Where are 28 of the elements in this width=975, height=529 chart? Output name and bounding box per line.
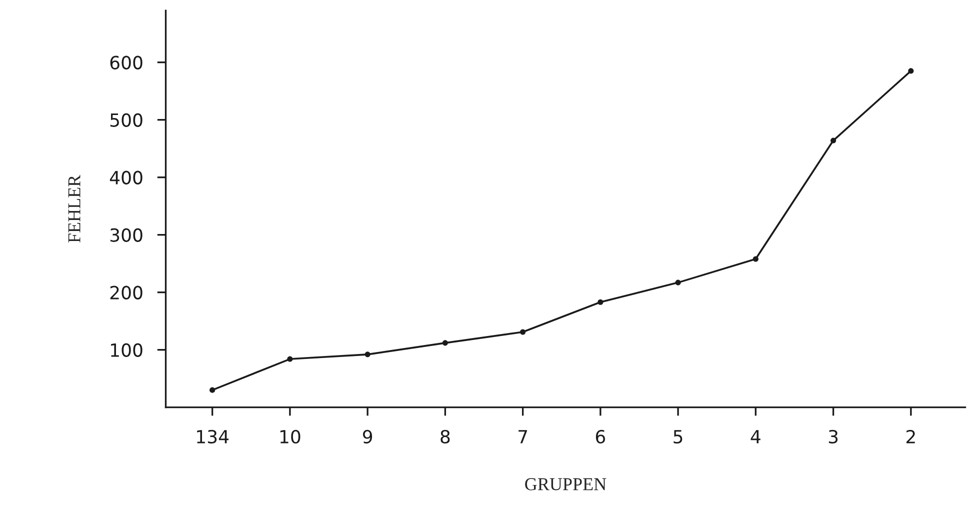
y-axis-title: FEHLER [68,174,80,243]
point [598,299,604,305]
x-tick-label: 8 [440,430,450,444]
x-axis-title: GRUPPEN [525,478,606,490]
y-tick-label: 200 [110,286,142,300]
x-tick-label: 2 [906,430,915,444]
y-tick-label: 400 [110,170,142,184]
point [442,340,448,346]
x-tick-label: 3 [828,430,838,444]
point [364,352,370,358]
x-tick-label: 10 [280,430,300,444]
x-tick-label: 134 [197,430,229,444]
point [752,256,758,262]
y-tick-label: 300 [110,228,142,242]
x-tick-label: 7 [518,430,528,444]
point [830,138,836,144]
y-tick-label: 600 [110,56,142,70]
x-tick-label: 9 [362,430,372,444]
y-tick-label: 500 [110,113,142,127]
point [520,329,526,335]
y-tick-label: 100 [111,343,142,357]
point [908,68,914,74]
point [675,280,681,286]
x-tick-label: 6 [596,430,606,444]
x-tick-label: 5 [674,430,682,444]
point [210,387,216,393]
x-tick-label: 4 [750,430,760,444]
point [287,356,293,362]
